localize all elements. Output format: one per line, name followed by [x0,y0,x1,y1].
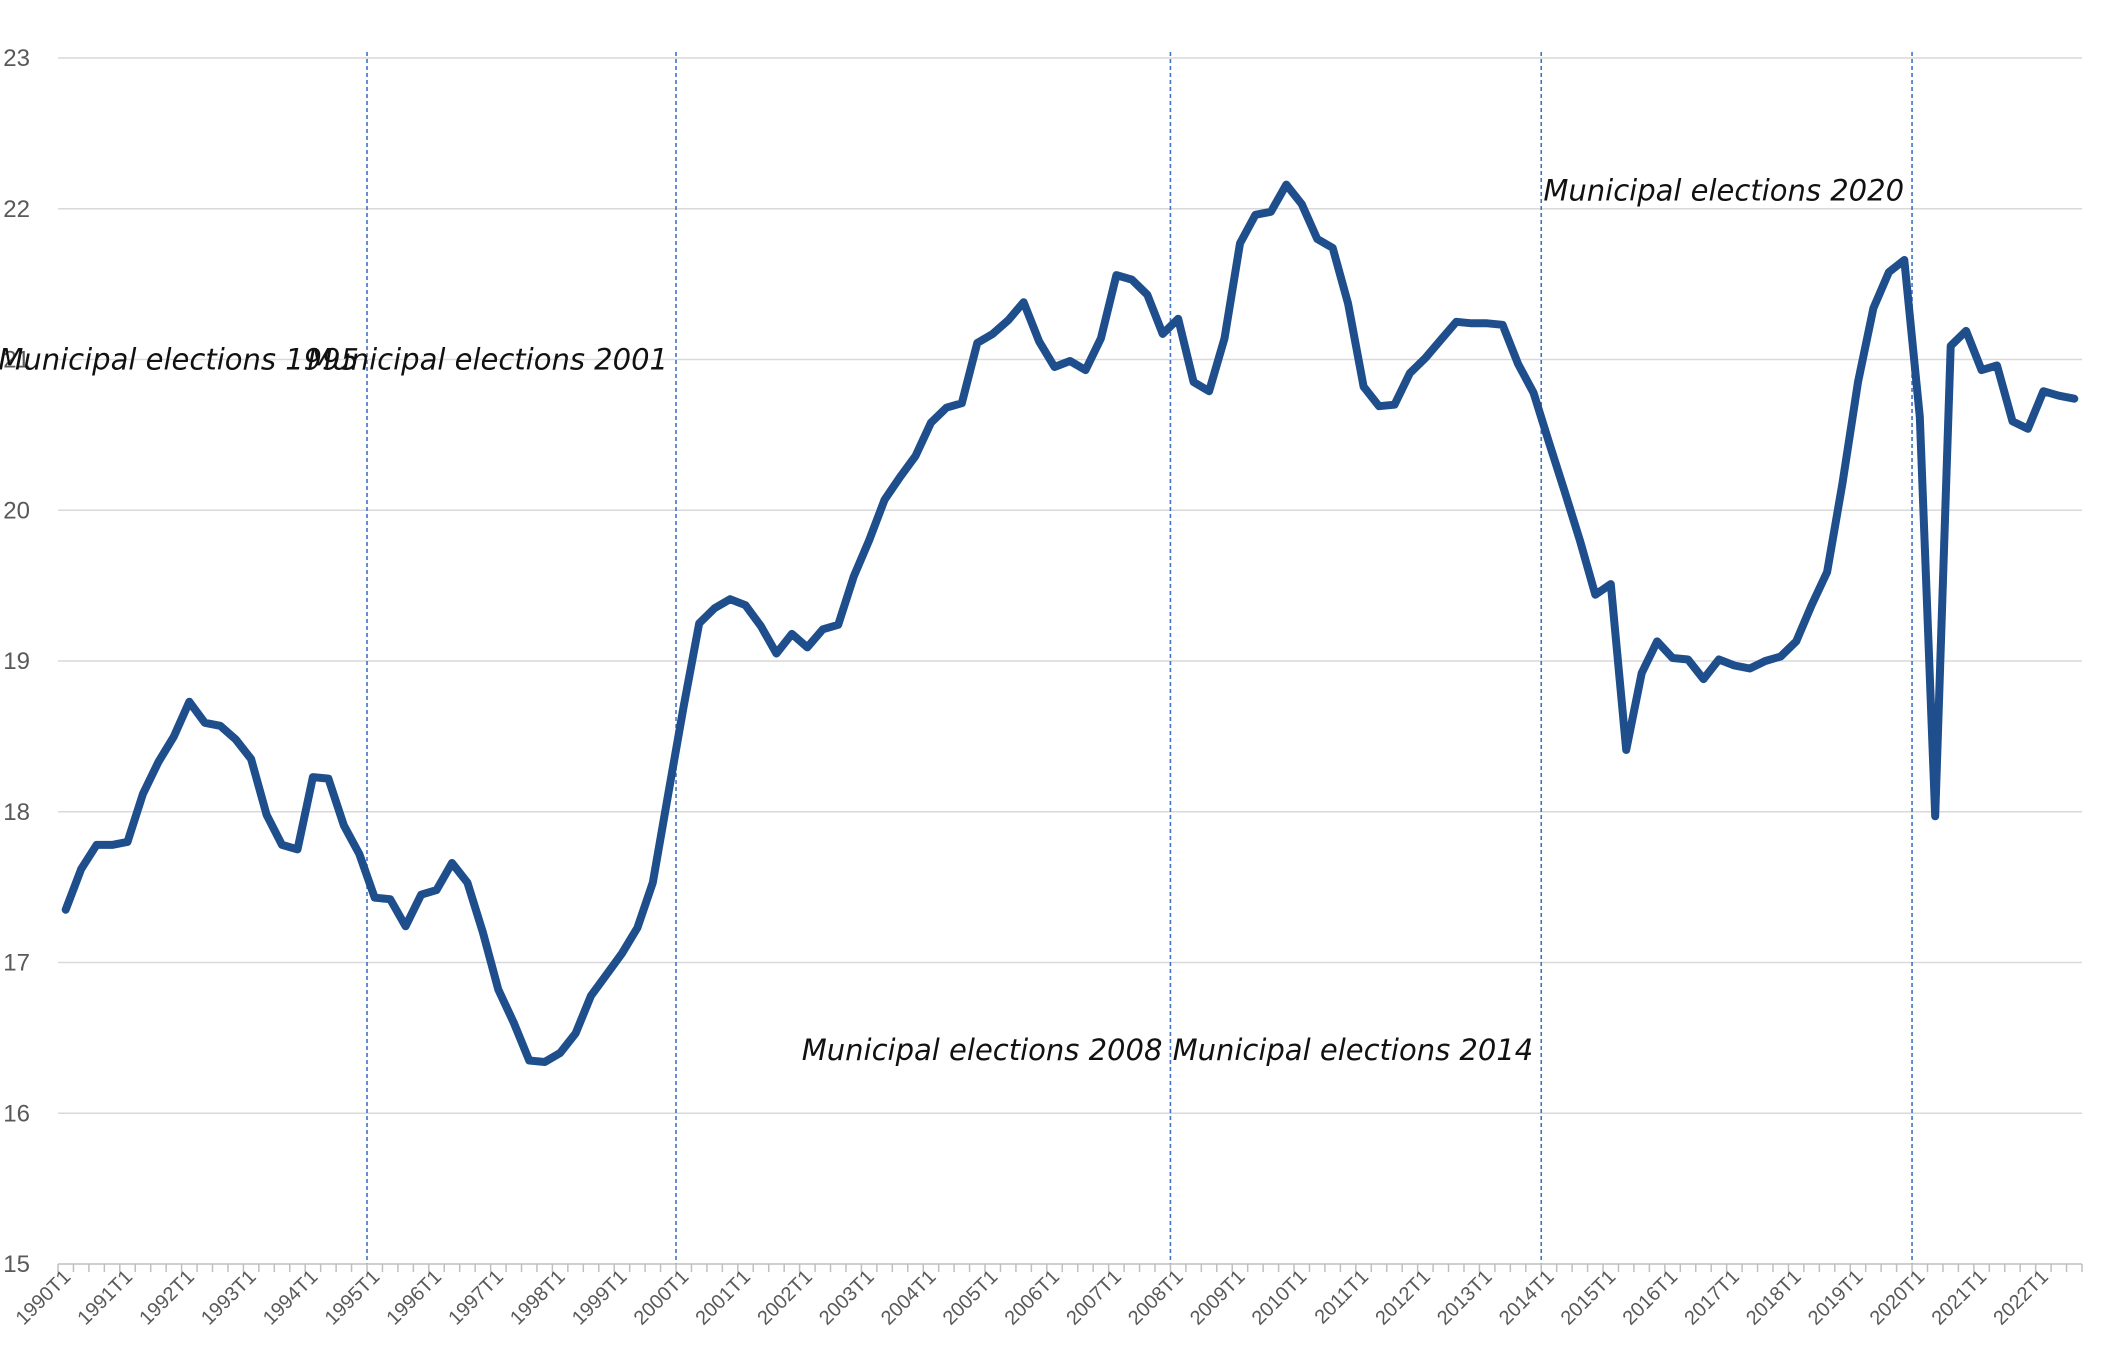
y-tick-label: 21 [3,347,30,374]
x-tick-label: 1995T1 [321,1266,385,1330]
x-tick-label: 2016T1 [1619,1266,1683,1330]
x-tick-label: 2008T1 [1124,1266,1188,1330]
x-tick-label: 2013T1 [1433,1266,1497,1330]
x-tick-label: 2021T1 [1928,1266,1992,1330]
x-tick-label: 1992T1 [135,1266,199,1330]
x-tick-label: 1998T1 [506,1266,570,1330]
y-axis-ticks: 15 16 17 18 19 20 21 22 23 [3,45,30,1278]
x-tick-label: 2014T1 [1495,1266,1559,1330]
y-tick-label: 16 [3,1100,30,1127]
x-tick-label: 2005T1 [939,1266,1003,1330]
y-tick-label: 20 [3,497,30,524]
x-tick-label: 2020T1 [1866,1266,1930,1330]
series-layer [61,180,2079,1066]
x-tick-label: 1993T1 [197,1266,261,1330]
x-tick-label: 2009T1 [1186,1266,1250,1330]
x-tick-label: 2004T1 [877,1266,941,1330]
election-annotation: Municipal elections 1995 [0,343,359,377]
election-annotation: Municipal elections 2014 [1173,1033,1534,1067]
x-tick-label: 1996T1 [383,1266,447,1330]
election-markers [366,52,1913,1264]
gridlines [58,57,2082,1114]
x-tick-label: 2018T1 [1742,1266,1806,1330]
series-line [61,180,2079,1066]
election-annotation: Municipal elections 2020 [1543,174,1904,208]
x-tick-label: 1994T1 [259,1266,323,1330]
x-tick-label: 1999T1 [568,1266,632,1330]
x-tick-label: 2001T1 [692,1266,756,1330]
x-tick-label: 2022T1 [1989,1266,2053,1330]
election-annotation: Municipal elections 2001 [307,343,668,377]
x-tick-label: 2010T1 [1248,1266,1312,1330]
x-tick-label: 2003T1 [815,1266,879,1330]
x-tick-label: 1991T1 [74,1266,138,1330]
x-tick-label: 2002T1 [753,1266,817,1330]
election-annotation: Municipal elections 2008 [802,1033,1163,1067]
x-tick-label: 2000T1 [630,1266,694,1330]
x-tick-label: 2011T1 [1311,1266,1373,1328]
y-tick-label: 22 [3,196,30,223]
x-tick-label: 1997T1 [444,1266,508,1330]
x-tick-label: 2017T1 [1680,1266,1744,1330]
y-tick-label: 17 [3,950,30,977]
x-tick-label: 2019T1 [1804,1266,1868,1330]
x-tick-label: 2015T1 [1557,1266,1621,1330]
y-tick-label: 23 [3,45,30,72]
x-axis-ticks: 1990T11991T11992T11993T11994T11995T11996… [12,1263,2083,1330]
y-tick-label: 15 [3,1251,30,1278]
x-tick-label: 2007T1 [1062,1266,1126,1330]
x-tick-label: 2012T1 [1371,1266,1435,1330]
y-tick-label: 18 [3,799,30,826]
x-tick-label: 2006T1 [1001,1266,1065,1330]
y-tick-label: 19 [3,648,30,675]
